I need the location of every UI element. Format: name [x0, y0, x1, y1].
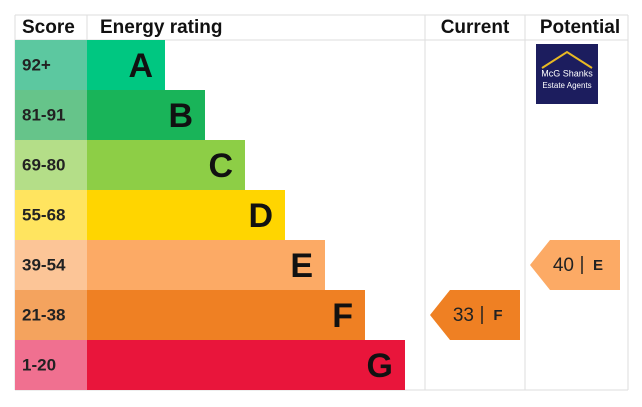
score-cell — [15, 190, 87, 240]
score-cell — [15, 340, 87, 390]
logo: McG Shanks Estate Agents — [536, 44, 598, 104]
score-cell — [15, 240, 87, 290]
score-label: 81-91 — [22, 105, 65, 124]
score-cell — [15, 140, 87, 190]
score-cell — [15, 90, 87, 140]
score-label: 69-80 — [22, 155, 65, 174]
rating-bar — [87, 140, 245, 190]
score-label: 1-20 — [22, 355, 56, 374]
score-cell — [15, 40, 87, 90]
rating-letter: B — [168, 97, 193, 135]
current-letter: F — [493, 307, 502, 324]
current-arrow — [430, 290, 520, 340]
rating-letter: G — [367, 347, 393, 385]
score-label: 39-54 — [22, 255, 66, 274]
rating-letter: D — [248, 197, 273, 235]
logo-text: McG Shanks — [541, 68, 593, 78]
rating-letter: A — [128, 47, 153, 85]
rating-bar — [87, 40, 165, 90]
score-label: 92+ — [22, 55, 51, 74]
header-current: Current — [441, 17, 510, 38]
rating-bar — [87, 190, 285, 240]
rating-bar — [87, 240, 325, 290]
score-label: 21-38 — [22, 305, 65, 324]
header-potential: Potential — [540, 17, 620, 38]
score-label: 55-68 — [22, 205, 65, 224]
potential-letter: E — [593, 257, 603, 274]
rating-letter: F — [332, 297, 353, 335]
logo-text: Estate Agents — [542, 81, 591, 90]
rating-rows: 92+ A 81-91 B 69-80 C 55-68 D 39-54 E 21-38 F 1-20 G 3… — [15, 40, 620, 390]
header-rating: Energy rating — [100, 17, 222, 38]
header-score: Score — [22, 17, 75, 38]
current-value: 33 — [453, 305, 474, 326]
rating-letter: C — [208, 147, 233, 185]
logo-box — [536, 44, 598, 104]
rating-bar — [87, 290, 365, 340]
score-cell — [15, 290, 87, 340]
potential-value: 40 — [553, 255, 574, 276]
rating-bar — [87, 340, 405, 390]
logo-roof — [541, 50, 593, 69]
potential-arrow — [530, 240, 620, 290]
rating-letter: E — [290, 247, 313, 285]
rating-bar — [87, 90, 205, 140]
